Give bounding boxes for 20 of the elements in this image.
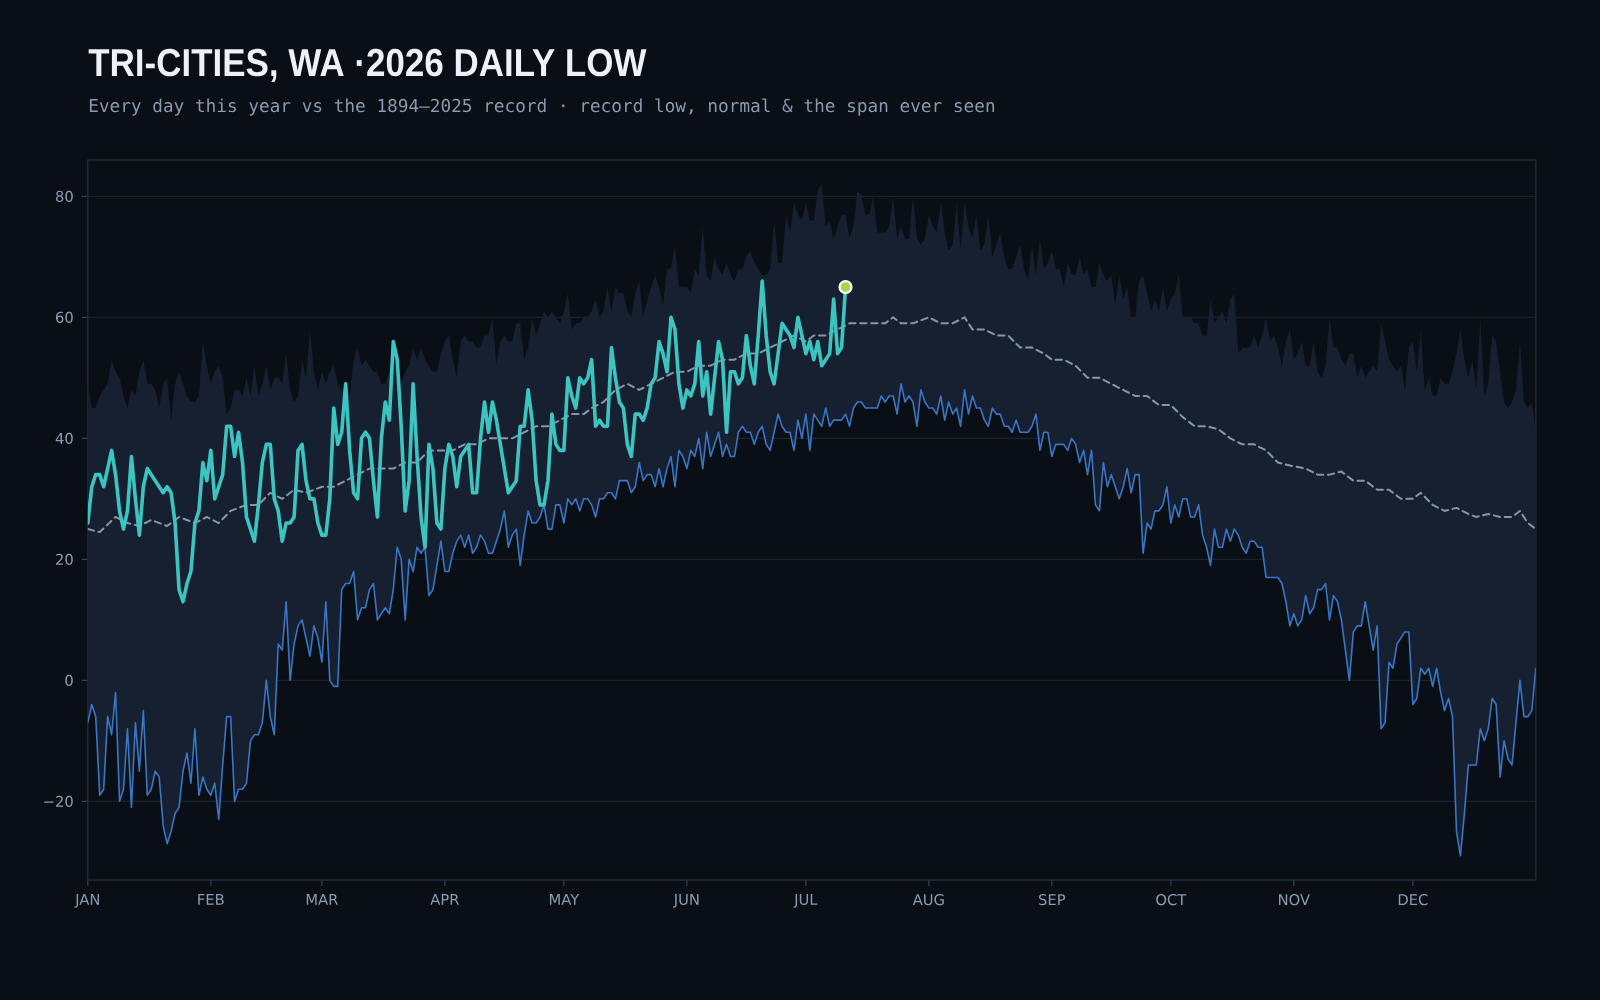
y-tick-label: 20 (56, 553, 73, 565)
x-tick-label: JUL (793, 894, 818, 908)
x-tick-label: MAR (306, 894, 338, 905)
y-tick-label: 60 (56, 311, 73, 323)
x-tick-label: OCT (1156, 894, 1187, 906)
chart-subtitle: Every day this year vs the 1894–2025 record · record low, normal & the span ever seen (89, 98, 995, 116)
y-tick-label: 40 (55, 432, 73, 444)
chart-title: TRI-CITIES, WA ·2026 DAILY LOW (88, 48, 647, 82)
x-tick-label: AUG (912, 894, 944, 906)
x-tick-label: APR (430, 894, 460, 905)
y-tick-label: −20 (44, 795, 73, 807)
x-tick-label: DEC (1398, 894, 1428, 906)
x-tick-label: MAY (549, 894, 580, 905)
x-tick-label: JAN (74, 894, 99, 908)
x-tick-label: JUN (673, 894, 699, 908)
y-tick-label: 0 (65, 674, 73, 686)
x-tick-label: NOV (1279, 894, 1310, 906)
x-tick-label: FEB (198, 894, 224, 905)
x-tick-label: SEP (1039, 894, 1066, 906)
y-tick-label: 80 (56, 190, 73, 202)
